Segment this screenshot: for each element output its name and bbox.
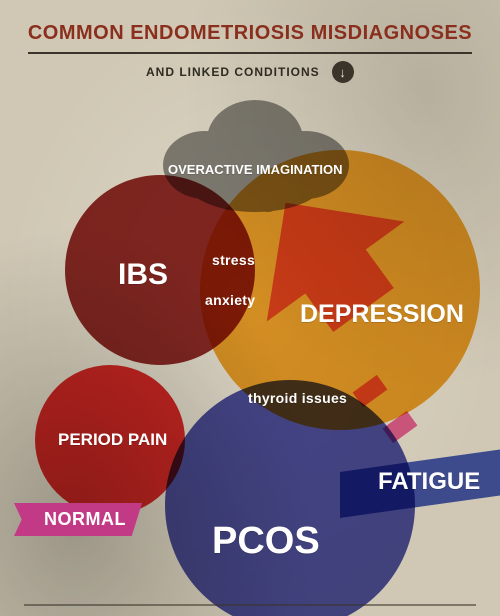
label-pcos: PCOS	[212, 520, 320, 563]
label-depression: DEPRESSION	[300, 300, 464, 329]
bottom-rule	[24, 604, 476, 606]
label-fatigue: FATIGUE	[378, 468, 480, 496]
ribbon-normal: NORMAL	[14, 503, 142, 536]
label-anxiety: anxiety	[205, 292, 255, 308]
label-thyroid: thyroid issues	[248, 390, 347, 406]
label-stress: stress	[212, 252, 255, 268]
diagram-canvas: NORMAL OVERACTIVE IMAGINATION IBS DEPRES…	[0, 0, 500, 616]
label-period-pain: PERIOD PAIN	[58, 430, 167, 450]
label-overactive-imagination: OVERACTIVE IMAGINATION	[168, 162, 343, 177]
label-ibs: IBS	[118, 258, 168, 292]
